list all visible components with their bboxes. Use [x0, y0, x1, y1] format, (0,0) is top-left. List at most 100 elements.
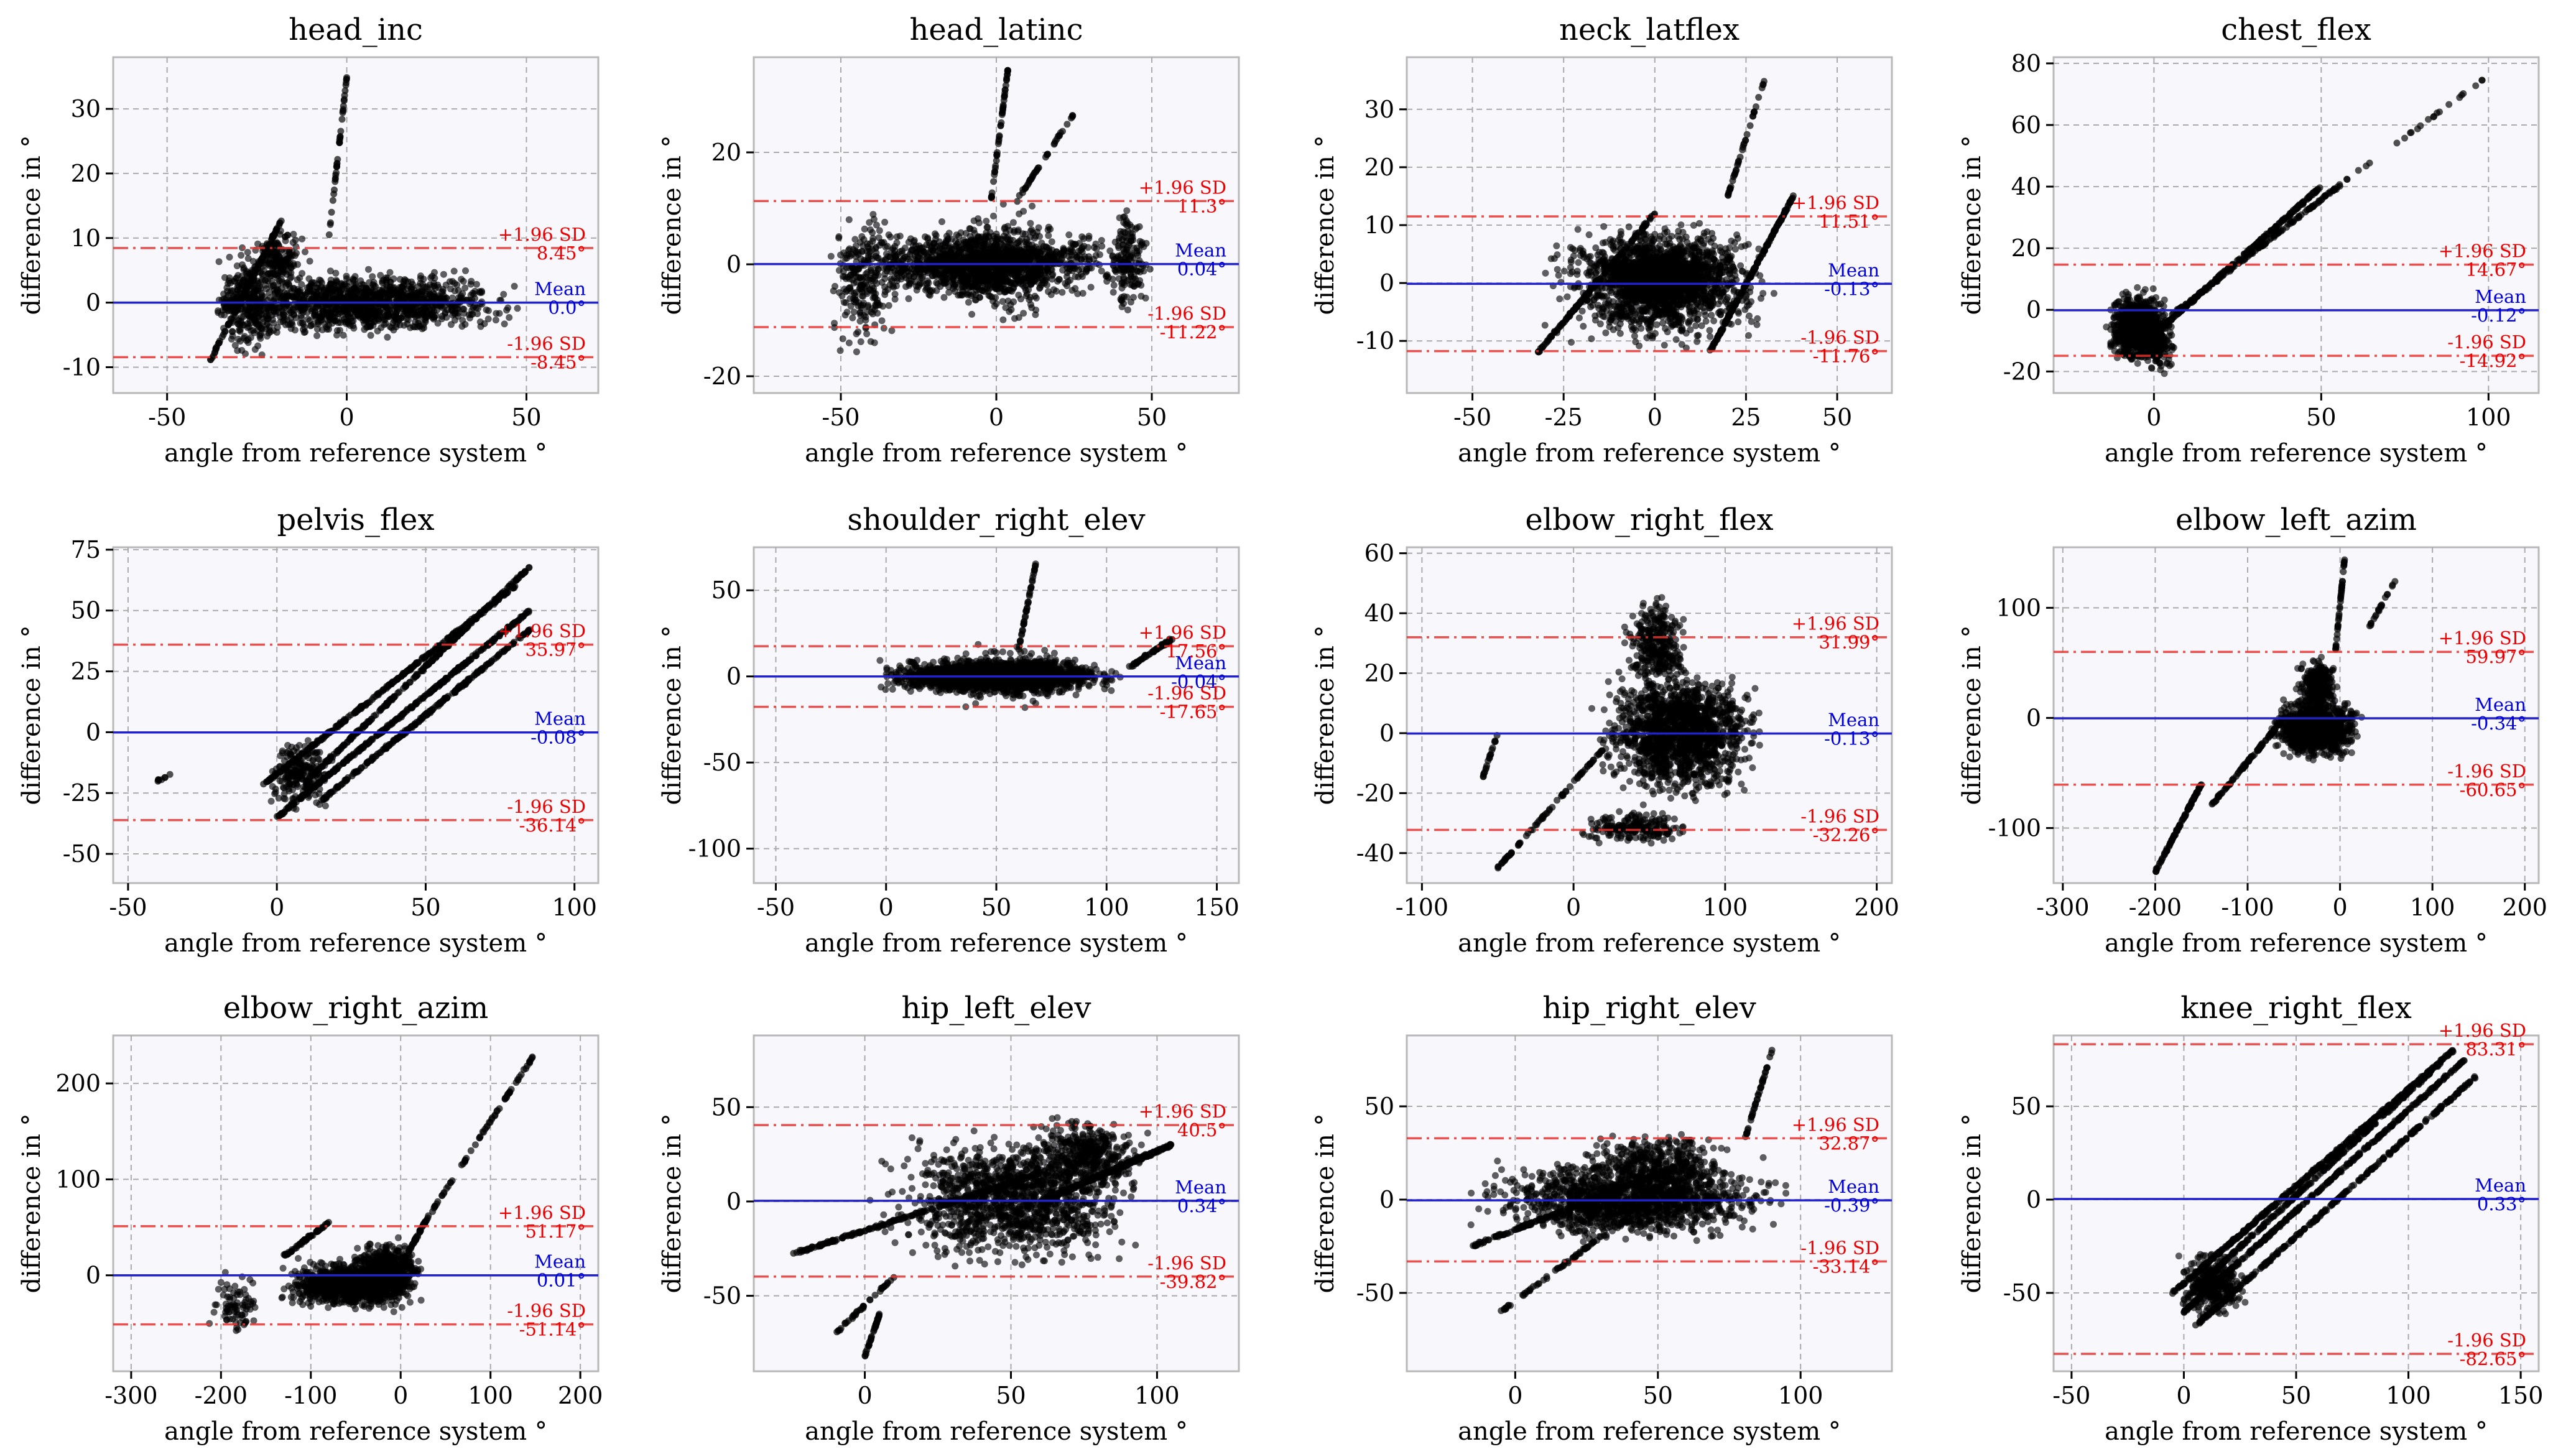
- scatter-points: [1534, 78, 1797, 356]
- data-point: [426, 281, 433, 289]
- data-point: [837, 251, 844, 259]
- mean-value: 0.04°: [1177, 259, 1226, 280]
- data-point: [1002, 304, 1009, 312]
- data-point: [1031, 257, 1038, 265]
- data-point: [893, 239, 901, 246]
- data-point: [238, 346, 246, 354]
- data-point: [223, 294, 230, 302]
- data-point: [1001, 86, 1009, 93]
- data-point: [1056, 275, 1063, 283]
- data-point: [1048, 238, 1055, 246]
- data-point: [369, 273, 376, 280]
- data-point: [1022, 238, 1029, 246]
- data-point: [514, 305, 521, 312]
- data-point: [365, 320, 373, 327]
- data-point: [873, 243, 880, 251]
- data-point: [918, 274, 925, 282]
- data-point: [992, 162, 999, 170]
- data-point: [881, 291, 889, 299]
- x-axis-label: angle from reference system °: [805, 439, 1188, 468]
- data-point: [356, 313, 364, 321]
- data-point: [282, 237, 289, 244]
- data-point: [375, 315, 382, 323]
- data-point: [493, 310, 500, 317]
- data-point: [322, 292, 329, 299]
- data-point: [845, 216, 853, 223]
- data-point: [836, 289, 843, 296]
- data-point: [399, 284, 407, 292]
- x-tick-label: 25: [1731, 404, 1761, 431]
- data-point: [299, 235, 306, 243]
- data-point: [868, 277, 875, 284]
- data-point: [905, 295, 912, 302]
- data-point: [1556, 295, 1564, 303]
- data-point: [869, 234, 877, 242]
- x-tick-label: -25: [1545, 404, 1583, 431]
- data-point: [1692, 302, 1700, 309]
- data-point: [994, 233, 1001, 241]
- data-point: [1696, 220, 1703, 227]
- data-point: [262, 325, 270, 333]
- data-point: [417, 323, 424, 330]
- data-point: [1770, 290, 1777, 297]
- data-point: [879, 302, 887, 310]
- data-point: [1043, 275, 1050, 282]
- data-point: [835, 234, 843, 242]
- data-point: [988, 189, 996, 197]
- data-point: [1136, 257, 1143, 264]
- data-point: [1013, 239, 1021, 247]
- data-point: [887, 233, 894, 241]
- data-point: [386, 269, 394, 276]
- data-point: [869, 287, 877, 295]
- data-point: [215, 307, 221, 315]
- data-point: [999, 109, 1006, 116]
- data-point: [1677, 221, 1685, 229]
- data-point: [1014, 256, 1022, 264]
- data-point: [1123, 207, 1131, 215]
- data-point: [1026, 296, 1033, 303]
- data-point: [1008, 255, 1014, 262]
- data-point: [327, 267, 334, 275]
- subplot-title: head_latinc: [909, 12, 1083, 47]
- upper-limit-value: 8.45°: [537, 243, 586, 264]
- data-point: [853, 348, 860, 356]
- data-point: [932, 230, 938, 238]
- data-point: [272, 256, 280, 263]
- data-point: [869, 211, 877, 218]
- data-point: [333, 278, 340, 285]
- data-point: [886, 253, 894, 261]
- data-point: [343, 272, 350, 280]
- data-point: [287, 325, 295, 332]
- data-point: [1575, 314, 1583, 322]
- data-point: [290, 231, 297, 238]
- data-point: [1554, 266, 1561, 273]
- data-point: [1585, 231, 1593, 238]
- y-axis-label: difference in °: [658, 135, 687, 315]
- data-point: [1011, 228, 1017, 236]
- data-point: [325, 325, 333, 333]
- data-point: [246, 307, 253, 315]
- mean-label: Mean: [1175, 240, 1226, 261]
- data-point: [902, 283, 910, 290]
- data-point: [483, 306, 490, 313]
- data-point: [1574, 226, 1582, 233]
- data-point: [1735, 308, 1742, 315]
- data-point: [446, 278, 453, 285]
- data-point: [995, 251, 1003, 259]
- data-point: [1693, 332, 1701, 340]
- data-point: [286, 260, 294, 267]
- data-point: [958, 249, 965, 256]
- data-point: [251, 271, 258, 278]
- data-point: [257, 335, 264, 342]
- data-point: [441, 303, 448, 310]
- data-point: [927, 288, 935, 295]
- data-point: [306, 257, 313, 265]
- data-point: [1124, 306, 1131, 313]
- data-point: [264, 277, 272, 285]
- data-point: [374, 327, 381, 335]
- data-point: [1027, 280, 1035, 287]
- data-point: [880, 325, 887, 332]
- data-point: [1065, 231, 1073, 239]
- data-point: [277, 267, 284, 275]
- data-point: [450, 267, 458, 275]
